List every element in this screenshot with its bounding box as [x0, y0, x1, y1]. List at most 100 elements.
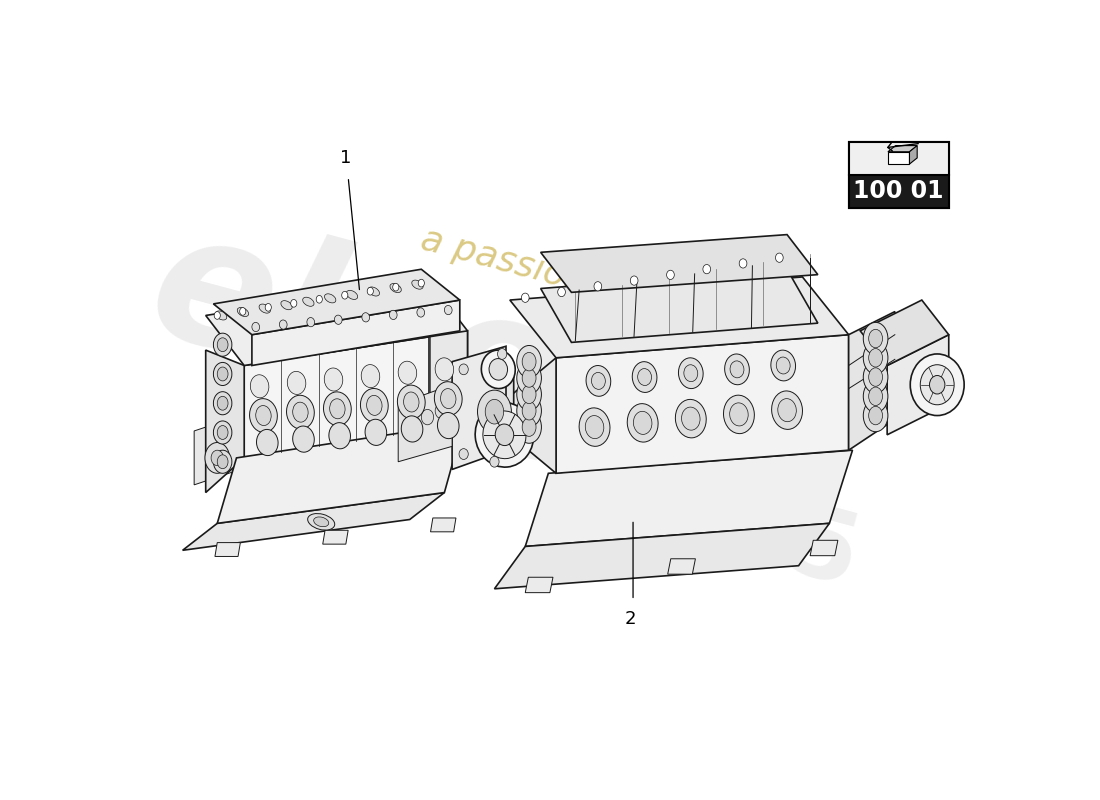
- Ellipse shape: [393, 283, 399, 291]
- Ellipse shape: [213, 362, 232, 386]
- Polygon shape: [556, 334, 849, 474]
- Polygon shape: [244, 331, 468, 458]
- Ellipse shape: [397, 385, 426, 419]
- Ellipse shape: [594, 282, 602, 291]
- Ellipse shape: [407, 415, 420, 431]
- Ellipse shape: [342, 291, 348, 299]
- Ellipse shape: [517, 378, 541, 410]
- Ellipse shape: [324, 368, 343, 391]
- Polygon shape: [510, 358, 556, 474]
- Ellipse shape: [864, 322, 888, 354]
- Ellipse shape: [627, 404, 658, 442]
- Ellipse shape: [286, 395, 315, 429]
- Ellipse shape: [869, 330, 882, 348]
- Ellipse shape: [634, 411, 652, 434]
- Ellipse shape: [417, 308, 425, 317]
- Polygon shape: [218, 423, 464, 523]
- Ellipse shape: [218, 455, 228, 469]
- Ellipse shape: [632, 362, 657, 393]
- Polygon shape: [510, 277, 849, 358]
- Ellipse shape: [778, 398, 796, 422]
- Polygon shape: [526, 578, 553, 593]
- Ellipse shape: [485, 399, 504, 424]
- Ellipse shape: [211, 450, 223, 466]
- Ellipse shape: [330, 398, 345, 418]
- Text: series: series: [352, 322, 791, 548]
- Ellipse shape: [218, 426, 228, 439]
- Ellipse shape: [398, 362, 417, 384]
- Ellipse shape: [216, 311, 227, 320]
- Ellipse shape: [724, 395, 755, 434]
- Ellipse shape: [314, 517, 329, 526]
- Polygon shape: [430, 518, 455, 532]
- Ellipse shape: [218, 338, 228, 352]
- Ellipse shape: [404, 392, 419, 412]
- Ellipse shape: [864, 342, 888, 374]
- Ellipse shape: [517, 394, 541, 427]
- Polygon shape: [888, 146, 917, 152]
- Polygon shape: [495, 523, 829, 589]
- Ellipse shape: [495, 424, 514, 446]
- Ellipse shape: [307, 318, 315, 326]
- Ellipse shape: [703, 265, 711, 274]
- Ellipse shape: [776, 253, 783, 262]
- Ellipse shape: [522, 385, 536, 404]
- Polygon shape: [526, 450, 852, 546]
- Ellipse shape: [522, 369, 536, 387]
- Text: a passion for...: a passion for...: [417, 222, 680, 324]
- Ellipse shape: [205, 442, 230, 474]
- Ellipse shape: [864, 399, 888, 432]
- Ellipse shape: [475, 402, 534, 467]
- Polygon shape: [322, 530, 348, 544]
- Ellipse shape: [213, 450, 232, 474]
- Ellipse shape: [361, 365, 379, 388]
- Ellipse shape: [213, 392, 232, 414]
- Ellipse shape: [434, 382, 462, 415]
- Ellipse shape: [265, 303, 272, 311]
- Polygon shape: [887, 334, 948, 435]
- Bar: [849, 175, 948, 208]
- Ellipse shape: [287, 371, 306, 394]
- Ellipse shape: [293, 426, 315, 452]
- Ellipse shape: [334, 315, 342, 324]
- Ellipse shape: [440, 389, 456, 409]
- Ellipse shape: [444, 306, 452, 314]
- Ellipse shape: [911, 354, 964, 415]
- Ellipse shape: [418, 279, 425, 287]
- Ellipse shape: [777, 357, 790, 374]
- Ellipse shape: [218, 396, 228, 410]
- Ellipse shape: [579, 408, 610, 446]
- Ellipse shape: [329, 422, 351, 449]
- Polygon shape: [195, 415, 241, 485]
- Ellipse shape: [213, 333, 232, 356]
- Ellipse shape: [240, 307, 245, 315]
- Polygon shape: [398, 385, 452, 462]
- Ellipse shape: [280, 301, 293, 310]
- Ellipse shape: [250, 398, 277, 433]
- Ellipse shape: [771, 350, 795, 381]
- Bar: [849, 142, 948, 175]
- Ellipse shape: [324, 294, 336, 303]
- Ellipse shape: [279, 320, 287, 329]
- Ellipse shape: [421, 410, 433, 425]
- Ellipse shape: [438, 413, 459, 438]
- Ellipse shape: [256, 430, 278, 455]
- Ellipse shape: [290, 299, 297, 307]
- Ellipse shape: [682, 407, 700, 430]
- Ellipse shape: [864, 361, 888, 394]
- Ellipse shape: [869, 406, 882, 425]
- Ellipse shape: [459, 364, 469, 374]
- Ellipse shape: [308, 514, 334, 530]
- Ellipse shape: [638, 369, 651, 386]
- Ellipse shape: [252, 322, 260, 332]
- Ellipse shape: [389, 310, 397, 319]
- Ellipse shape: [864, 380, 888, 413]
- Text: 1: 1: [340, 149, 352, 167]
- Polygon shape: [252, 300, 460, 366]
- Ellipse shape: [521, 293, 529, 302]
- Ellipse shape: [679, 358, 703, 389]
- Ellipse shape: [585, 415, 604, 438]
- Polygon shape: [214, 542, 241, 557]
- Ellipse shape: [293, 402, 308, 422]
- Text: 2: 2: [625, 610, 637, 627]
